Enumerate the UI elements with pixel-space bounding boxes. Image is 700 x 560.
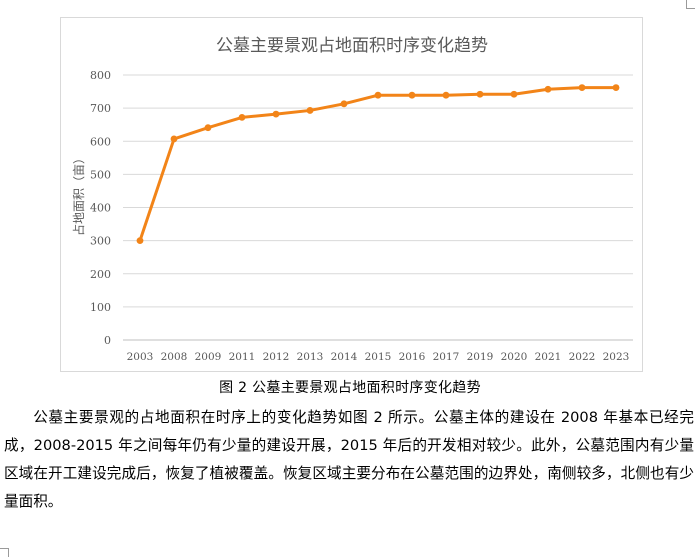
y-tick-label: 600 xyxy=(90,135,111,148)
data-point xyxy=(442,91,450,99)
body-paragraph: 公墓主要景观的占地面积在时序上的变化趋势如图 2 所示。公墓主体的建设在 200… xyxy=(4,409,694,510)
x-tick-label: 2019 xyxy=(467,351,494,363)
y-tick-label: 700 xyxy=(90,102,111,115)
data-point xyxy=(374,91,382,99)
data-point xyxy=(476,90,484,98)
y-tick-label: 0 xyxy=(104,334,111,347)
data-point xyxy=(204,124,212,132)
x-tick-label: 2016 xyxy=(399,351,426,363)
data-point xyxy=(544,85,552,93)
y-tick-label: 200 xyxy=(90,268,111,281)
data-point xyxy=(578,84,586,91)
chart-frame: 公墓主要景观占地面积时序变化趋势 0 100 200 300 400 500 600 700 8… xyxy=(60,17,643,372)
x-tick-label: 2003 xyxy=(127,351,154,363)
y-tick-label: 400 xyxy=(90,202,111,215)
x-tick-label: 2014 xyxy=(331,351,358,363)
x-tick-label: 2008 xyxy=(161,351,188,363)
y-tick-label: 100 xyxy=(90,301,111,314)
x-tick-label: 2015 xyxy=(365,351,392,363)
y-tick-label: 500 xyxy=(90,168,111,181)
data-point xyxy=(510,90,518,98)
figure-caption: 图 2 公墓主要景观占地面积时序变化趋势 xyxy=(219,380,481,396)
data-point xyxy=(340,100,348,108)
series-line xyxy=(138,86,618,243)
data-point xyxy=(136,237,144,245)
data-point xyxy=(408,91,416,99)
x-tick-label: 2017 xyxy=(433,351,460,363)
corner-mark-top-right xyxy=(686,0,695,9)
data-point xyxy=(238,114,246,121)
data-point xyxy=(170,135,178,143)
x-tick-label: 2013 xyxy=(297,351,324,363)
data-point xyxy=(306,107,314,114)
x-tick-label: 2021 xyxy=(535,351,562,363)
x-tick-label: 2012 xyxy=(263,351,290,363)
x-tick-label: 2022 xyxy=(569,351,596,363)
corner-mark-bottom-left xyxy=(0,548,9,557)
x-tick-label: 2011 xyxy=(229,351,256,363)
data-point xyxy=(272,110,280,118)
x-tick-label: 2020 xyxy=(501,351,528,363)
x-tick-label: 2009 xyxy=(195,351,222,363)
chart-title: 公墓主要景观占地面积时序变化趋势 xyxy=(216,36,488,56)
x-tick-label: 2023 xyxy=(603,351,630,363)
line-chart: 公墓主要景观占地面积时序变化趋势 0 100 200 300 400 500 600 700 8… xyxy=(71,36,633,363)
y-tick-label: 300 xyxy=(90,235,111,248)
y-axis-label: 占地面积（亩） xyxy=(71,152,86,236)
data-point xyxy=(612,84,620,91)
y-tick-label: 800 xyxy=(90,69,111,82)
